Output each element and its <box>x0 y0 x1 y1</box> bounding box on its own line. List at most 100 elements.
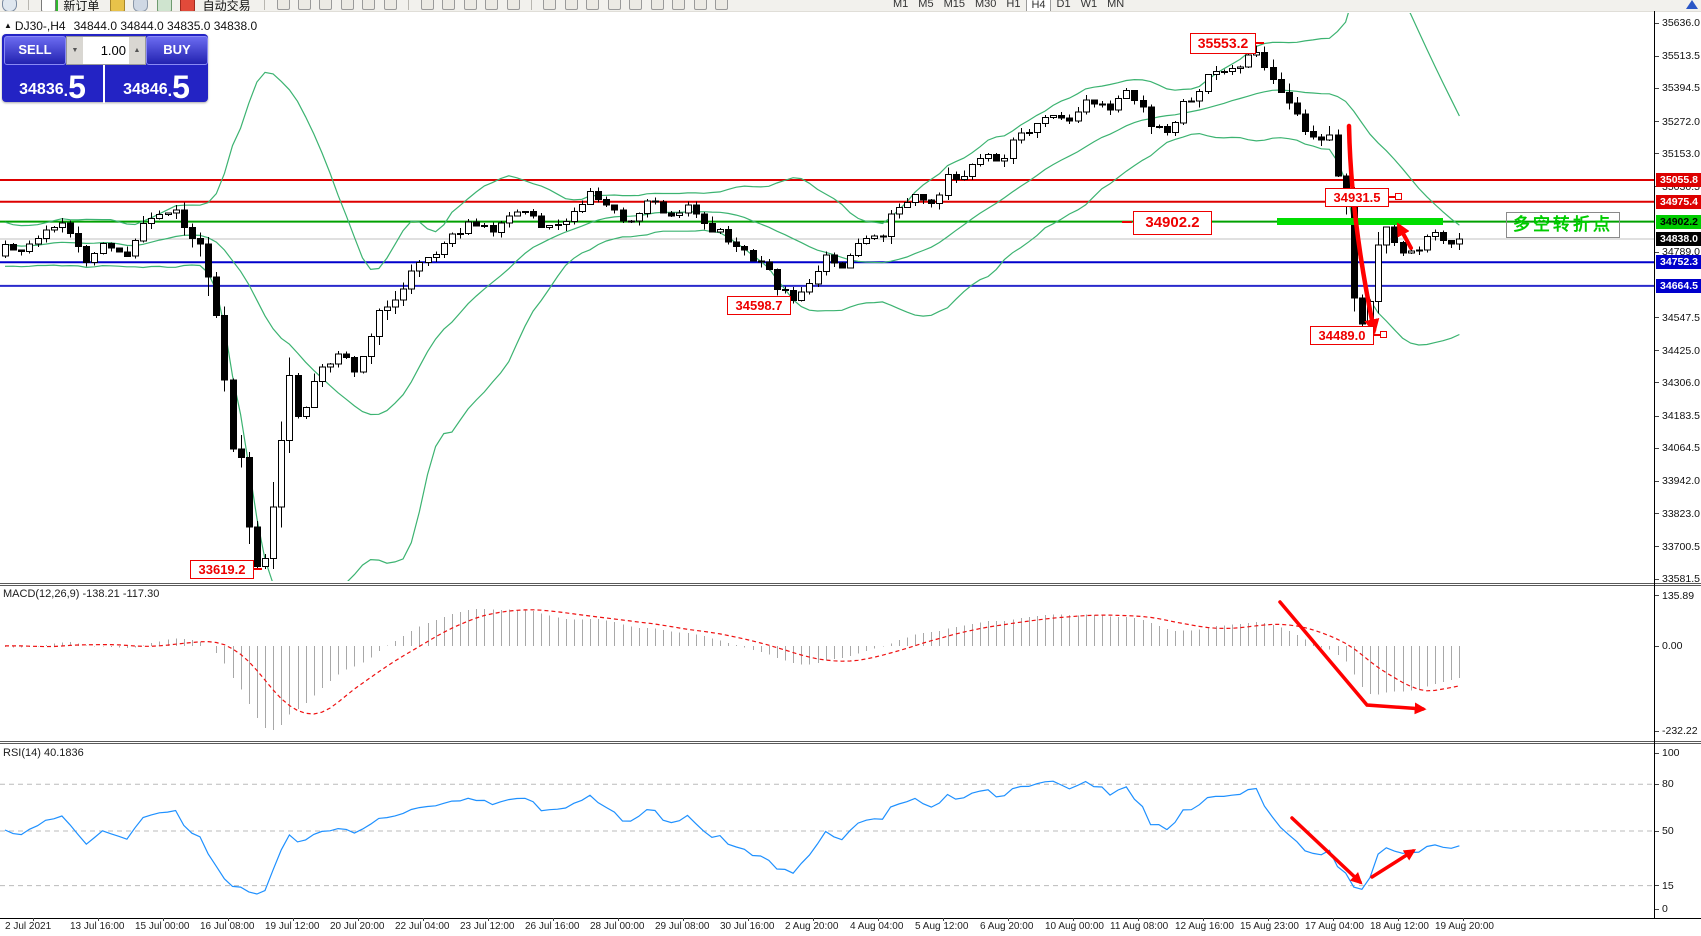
time-axis-label[interactable]: 18 Aug 12:00 <box>1370 921 1429 932</box>
new-order-label[interactable]: 新订单 <box>63 0 100 12</box>
zoom-out-icon[interactable] <box>362 0 376 10</box>
time-axis-label[interactable]: 28 Jul 00:00 <box>590 921 645 932</box>
time-axis-label[interactable]: 11 Aug 08:00 <box>1110 921 1169 932</box>
new-order-icon[interactable] <box>40 0 56 11</box>
price-axis-label[interactable]: 33700.5 <box>1662 540 1700 553</box>
price-axis-label[interactable]: 34547.5 <box>1662 311 1700 324</box>
one-click-trade-panel[interactable]: SELL ▼ 1.00 ▲ BUY 34836. 5 34846. 5 <box>2 34 208 103</box>
timeframe-M5[interactable]: M5 <box>918 0 934 10</box>
cloud-icon[interactable] <box>133 0 149 11</box>
horizontal-line-icon[interactable] <box>607 0 621 10</box>
time-axis-label[interactable]: 12 Aug 16:00 <box>1175 921 1234 932</box>
macd-axis-label[interactable]: -232.22 <box>1662 725 1698 738</box>
rsi-axis-label[interactable]: 80 <box>1662 778 1674 791</box>
fibonacci-icon[interactable] <box>650 0 664 10</box>
timeframe-D1[interactable]: D1 <box>1056 0 1071 10</box>
timeframe-H4[interactable]: H4 <box>1026 0 1051 11</box>
bar-chart-icon[interactable] <box>276 0 290 10</box>
time-axis-label[interactable]: 26 Jul 16:00 <box>525 921 580 932</box>
volume-increase-button[interactable]: ▲ <box>129 37 145 64</box>
text-icon[interactable] <box>672 0 686 10</box>
panel-separator[interactable] <box>0 585 1701 586</box>
templates-icon[interactable] <box>506 0 520 10</box>
time-axis-label[interactable]: 16 Jul 08:00 <box>200 921 255 932</box>
sell-button[interactable]: SELL <box>4 36 66 65</box>
top-toolbar[interactable]: 新订单 自动交易 M1 M5 M15 M30 H1 H4 D1 W1 MN <box>0 0 1701 12</box>
buy-button[interactable]: BUY <box>146 36 208 65</box>
zoom-in-icon[interactable] <box>340 0 354 10</box>
autotrading-icon[interactable] <box>180 0 196 11</box>
indicators-icon[interactable] <box>463 0 477 10</box>
vertical-line-icon[interactable] <box>586 0 600 10</box>
sell-price[interactable]: 34836. 5 <box>2 65 105 103</box>
buy-price[interactable]: 34846. 5 <box>105 65 208 103</box>
volume-decrease-button[interactable]: ▼ <box>67 37 83 64</box>
timeframe-M15[interactable]: M15 <box>943 0 965 10</box>
line-chart-icon[interactable] <box>319 0 333 10</box>
auto-trading-label[interactable]: 自动交易 <box>202 0 251 12</box>
rsi-axis-label[interactable]: 50 <box>1662 825 1674 837</box>
time-axis-label[interactable]: 10 Aug 00:00 <box>1045 921 1104 932</box>
rsi-axis-label[interactable]: 100 <box>1662 747 1680 759</box>
volume-value[interactable]: 1.00 <box>100 43 126 58</box>
panel-separator[interactable] <box>0 743 1701 744</box>
price-axis-label[interactable]: 35153.0 <box>1662 147 1700 160</box>
crosshair-icon[interactable] <box>564 0 578 10</box>
price-axis-label[interactable]: 33823.0 <box>1662 507 1700 520</box>
price-axis-label[interactable]: 33581.5 <box>1662 573 1700 586</box>
timeframe-M30[interactable]: M30 <box>974 0 997 10</box>
price-axis-label[interactable]: 34064.5 <box>1662 442 1700 455</box>
time-axis-label[interactable]: 2 Aug 20:00 <box>785 921 839 932</box>
price-axis-label[interactable]: 35272.0 <box>1662 115 1700 128</box>
time-axis-label[interactable]: 17 Aug 04:00 <box>1305 921 1364 932</box>
time-axis-label[interactable]: 19 Jul 12:00 <box>265 921 320 932</box>
timeframe-MN[interactable]: MN <box>1107 0 1125 10</box>
shapes-icon[interactable] <box>715 0 729 10</box>
time-axis-label[interactable]: 19 Aug 20:00 <box>1435 921 1494 932</box>
price-axis-label[interactable]: 35513.5 <box>1662 50 1700 63</box>
macd-arrow <box>1278 600 1427 715</box>
price-axis-label[interactable]: 34306.0 <box>1662 376 1700 389</box>
rsi-axis-label[interactable]: 15 <box>1662 879 1674 892</box>
time-axis-label[interactable]: 20 Jul 20:00 <box>330 921 385 932</box>
chart-shift-icon[interactable] <box>442 0 456 10</box>
timeframe-toolbar[interactable]: M1 M5 M15 M30 H1 H4 D1 W1 MN <box>888 0 1129 11</box>
tile-windows-icon[interactable] <box>383 0 397 10</box>
market-watch-icon[interactable] <box>109 0 125 11</box>
timeframe-W1[interactable]: W1 <box>1080 0 1098 10</box>
candle-chart-icon[interactable] <box>298 0 312 10</box>
metaquotes-icon[interactable] <box>1686 0 1698 9</box>
rsi-axis-label[interactable]: 0 <box>1662 903 1668 915</box>
label-icon[interactable] <box>693 0 707 10</box>
price-axis-label[interactable]: 33942.0 <box>1662 475 1700 488</box>
price-axis-label[interactable]: 35394.5 <box>1662 82 1700 95</box>
macd-axis-label[interactable]: 0.00 <box>1662 640 1683 652</box>
panel-separator[interactable] <box>0 583 1701 584</box>
price-axis-label[interactable]: 34183.5 <box>1662 410 1700 423</box>
price-axis-label[interactable]: 34425.0 <box>1662 344 1700 357</box>
time-axis-label[interactable]: 22 Jul 04:00 <box>395 921 450 932</box>
time-axis-label[interactable]: 23 Jul 12:00 <box>460 921 515 932</box>
periods-icon[interactable] <box>485 0 499 10</box>
volume-stepper[interactable]: ▼ 1.00 ▲ <box>66 36 146 65</box>
search-icon[interactable] <box>2 0 17 11</box>
panel-separator[interactable] <box>0 741 1701 742</box>
time-axis-label[interactable]: 29 Jul 08:00 <box>655 921 710 932</box>
time-axis-label[interactable]: 30 Jul 16:00 <box>720 921 775 932</box>
time-axis-label[interactable]: 6 Aug 20:00 <box>980 921 1034 932</box>
price-axis-label[interactable]: 35636.0 <box>1662 17 1700 29</box>
time-axis-label[interactable]: 5 Aug 12:00 <box>915 921 969 932</box>
time-axis-label[interactable]: 15 Jul 00:00 <box>135 921 190 932</box>
cursor-icon[interactable] <box>543 0 557 10</box>
trendline-icon[interactable] <box>629 0 643 10</box>
time-axis-label[interactable]: 15 Aug 23:00 <box>1240 921 1299 932</box>
timeframe-H1[interactable]: H1 <box>1006 0 1021 10</box>
time-axis-label[interactable]: 2 Jul 2021 <box>5 921 52 932</box>
macd-axis-label[interactable]: 135.89 <box>1662 589 1695 602</box>
alerts-icon[interactable] <box>156 0 172 11</box>
time-axis-label[interactable]: 13 Jul 16:00 <box>70 921 125 932</box>
timeframe-M1[interactable]: M1 <box>893 0 909 10</box>
auto-scroll-icon[interactable] <box>420 0 434 10</box>
time-axis-label[interactable]: 4 Aug 04:00 <box>850 921 904 932</box>
